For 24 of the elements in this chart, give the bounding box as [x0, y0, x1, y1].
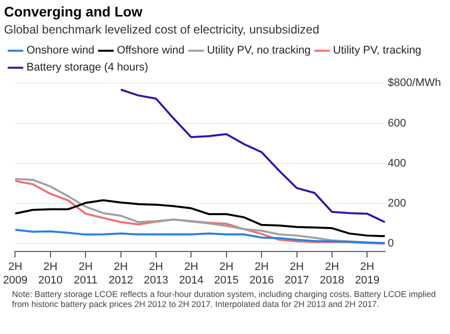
legend-label: Utility PV, tracking [333, 44, 422, 57]
x-tick-label: 2H 2016 [249, 261, 274, 286]
x-tick-label: 2H 2017 [284, 261, 310, 286]
x-tick-label: 2H 2011 [74, 261, 98, 286]
legend-label: Utility PV, no tracking [207, 44, 311, 57]
y-tick-label: 400 [388, 157, 406, 170]
x-tick-label: 2H 2010 [38, 261, 63, 286]
x-tick-label: 2H 2019 [354, 261, 380, 286]
x-tick-label: 2H 2013 [144, 261, 168, 286]
chart-subtitle: Global benchmark levelized cost of electricity, unsubsidized [4, 22, 320, 36]
y-tick-label: 600 [388, 117, 406, 130]
x-tick-label: 2H 2015 [214, 261, 239, 286]
legend-label: Onshore wind [26, 44, 94, 57]
text: Note: Battery storage LCOE reflects a four-hour duration system, including charging costs. Battery LCOE implied from historic battery pack prices 2H 2012 to 2H 2017. Interpolated data for 2H 2013 and 2H 2017. [11, 289, 437, 310]
legend-label: Battery storage (4 hours) [26, 62, 148, 74]
legend-label: Offshore wind [116, 44, 185, 57]
x-tick-label: 2H 2009 [2, 261, 28, 286]
x-tick-label: 2H 2012 [108, 261, 134, 286]
chart-title: Converging and Low [4, 3, 143, 20]
y-tick-label: 0 [388, 238, 394, 250]
x-tick-label: 2H 2018 [320, 261, 344, 286]
y-tick-label: 200 [388, 198, 406, 210]
y-tick-label: $800/MWh [388, 77, 442, 90]
x-tick-label: 2H 2014 [178, 261, 204, 286]
